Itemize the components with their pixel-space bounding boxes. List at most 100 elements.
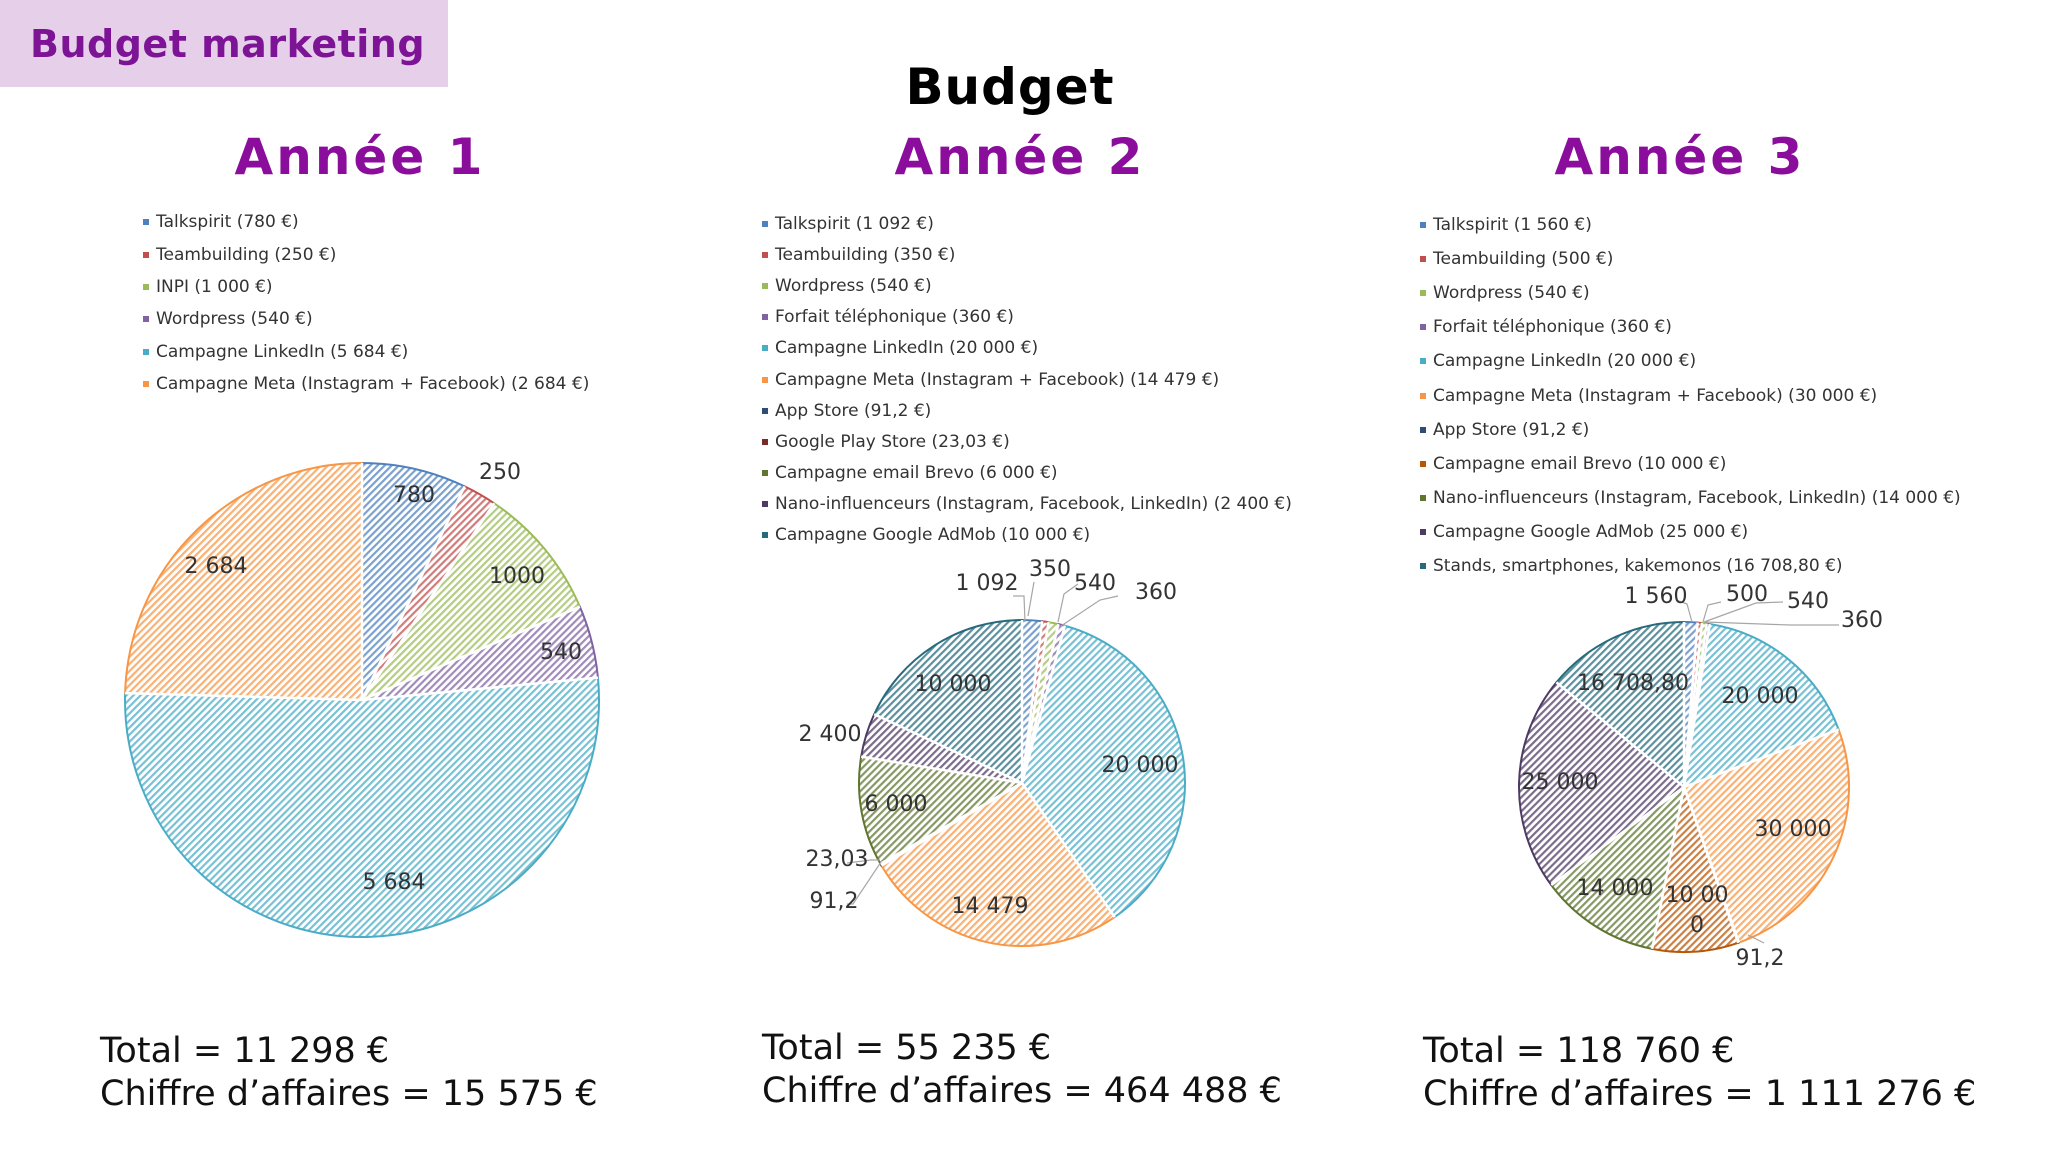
legend-item: Nano-influenceurs (Instagram, Facebook, … xyxy=(762,489,1292,520)
leader-line xyxy=(847,861,882,905)
year-2-panel: Année 2 Talkspirit (1 092 €) Teambuilding… xyxy=(660,0,1380,1151)
slice-separator xyxy=(1682,786,1740,944)
year-3-total: Total = 118 760 € xyxy=(1423,1031,1735,1071)
slice-separator xyxy=(360,502,496,701)
year-2-total: Total = 55 235 € xyxy=(762,1028,1052,1068)
data-label: 6 000 xyxy=(865,792,928,817)
legend-item: Campagne email Brevo (6 000 €) xyxy=(762,458,1292,489)
legend-item: Forfait téléphonique (360 €) xyxy=(1420,310,1961,344)
legend-label: Campagne LinkedIn (20 000 €) xyxy=(1433,351,1697,372)
legend-swatch xyxy=(1420,222,1426,229)
slice-separator xyxy=(879,781,1023,865)
legend-label: Campagne Google AdMob (10 000 €) xyxy=(775,525,1091,546)
data-label: 2 684 xyxy=(185,554,248,579)
legend-swatch xyxy=(1420,256,1426,263)
data-label: 20 000 xyxy=(1722,684,1799,709)
legend-label: Campagne Meta (Instagram + Facebook) (2 … xyxy=(156,374,590,395)
pie-slice xyxy=(1683,728,1850,944)
legend-label: Forfait téléphonique (360 €) xyxy=(1433,317,1672,338)
slice-separator xyxy=(1682,623,1711,788)
legend-swatch xyxy=(762,470,768,477)
legend-label: Teambuilding (250 €) xyxy=(156,244,337,265)
leader-line xyxy=(1013,595,1026,623)
data-label: 1 092 xyxy=(956,571,1019,596)
legend-item: Wordpress (540 €) xyxy=(1420,276,1961,310)
legend-item: App Store (91,2 €) xyxy=(762,395,1292,426)
legend-item: Google Play Store (23,03 €) xyxy=(762,426,1292,457)
legend-label: Wordpress (540 €) xyxy=(775,275,932,296)
legend-label: App Store (91,2 €) xyxy=(775,400,932,421)
leader-line xyxy=(1060,595,1119,627)
data-label: 30 000 xyxy=(1755,817,1832,842)
year-2-revenue: Chiffre d’affaires = 464 488 € xyxy=(762,1071,1282,1111)
leader-line xyxy=(1675,599,1693,623)
legend-swatch xyxy=(143,348,149,355)
legend-label: Campagne email Brevo (6 000 €) xyxy=(775,463,1058,484)
data-label: 2 400 xyxy=(799,722,862,747)
year-3-pie-chart: 1 560 500 540 360 20 000 30 000 91,2 10 00 0 14 0… xyxy=(1518,582,1883,971)
slice-separator xyxy=(1020,782,1116,918)
pie-slice xyxy=(361,502,581,701)
slice-separator xyxy=(873,713,1023,785)
data-label: 360 xyxy=(1135,580,1177,605)
legend-item: Teambuilding (500 €) xyxy=(1420,242,1961,276)
legend-item: Talkspirit (1 560 €) xyxy=(1420,208,1961,242)
data-label: 5 684 xyxy=(363,870,426,895)
legend-swatch xyxy=(143,219,149,226)
data-label: 14 479 xyxy=(952,894,1029,919)
slice-separator xyxy=(1020,621,1050,784)
legend-item: Wordpress (540 €) xyxy=(143,303,589,335)
pie-slice xyxy=(873,619,1023,784)
data-label: 780 xyxy=(393,483,435,508)
year-1-revenue: Chiffre d’affaires = 15 575 € xyxy=(100,1074,598,1114)
legend-swatch xyxy=(762,407,768,414)
header-tag-label: Budget marketing xyxy=(30,21,426,66)
data-label: 14 000 xyxy=(1577,876,1654,901)
legend-label: Campagne Google AdMob (25 000 €) xyxy=(1433,521,1749,542)
legend-item: Campagne Meta (Instagram + Facebook) (30… xyxy=(1420,378,1961,412)
pie-slice xyxy=(880,782,1116,947)
data-label: 350 xyxy=(1029,557,1071,582)
legend-swatch xyxy=(762,345,768,352)
legend-swatch xyxy=(762,314,768,321)
legend-label: App Store (91,2 €) xyxy=(1433,419,1590,440)
legend-swatch xyxy=(143,251,149,258)
pie-slice xyxy=(858,755,1023,865)
slice-separator xyxy=(1650,786,1686,950)
leader-line xyxy=(1703,601,1784,623)
data-label: 0 xyxy=(1690,913,1704,938)
legend-item: Campagne LinkedIn (5 684 €) xyxy=(143,336,589,368)
legend-label: Campagne LinkedIn (20 000 €) xyxy=(775,338,1039,359)
leader-line xyxy=(1027,581,1035,617)
legend-item: Nano-influenceurs (Instagram, Facebook, … xyxy=(1420,481,1961,515)
legend-swatch xyxy=(143,316,149,323)
legend-item: Campagne Meta (Instagram + Facebook) (2 … xyxy=(143,368,589,400)
legend-label: Campagne email Brevo (10 000 €) xyxy=(1433,453,1727,474)
data-label: 10 000 xyxy=(915,672,992,697)
slice-separator xyxy=(1020,625,1067,784)
pie-slice xyxy=(1555,621,1685,788)
legend-label: Wordpress (540 €) xyxy=(1433,283,1590,304)
year-3-revenue: Chiffre d’affaires = 1 111 276 € xyxy=(1423,1074,1977,1114)
legend-item: INPI (1 000 €) xyxy=(143,271,589,303)
legend-item: Campagne LinkedIn (20 000 €) xyxy=(1420,344,1961,378)
legend-label: Nano-influenceurs (Instagram, Facebook, … xyxy=(775,494,1292,515)
data-label: 91,2 xyxy=(810,889,859,914)
year-3-panel: Année 3 Talkspirit (1 560 €) Teambuilding… xyxy=(1320,0,2048,1151)
legend-swatch xyxy=(143,381,149,388)
data-label: 16 708,80 xyxy=(1577,671,1689,696)
legend-swatch xyxy=(1420,290,1426,297)
data-label: 1 560 xyxy=(1625,584,1688,609)
data-label: 540 xyxy=(540,640,582,665)
legend-item: Campagne email Brevo (10 000 €) xyxy=(1420,447,1961,481)
year-1-panel: Année 1 Talkspirit (780 €) Teambuilding (… xyxy=(0,0,720,1151)
data-label: 540 xyxy=(1074,571,1116,596)
page-title: Budget xyxy=(905,58,1115,116)
legend-label: Google Play Store (23,03 €) xyxy=(775,431,1010,452)
legend-swatch xyxy=(762,532,768,539)
legend-item: App Store (91,2 €) xyxy=(1420,413,1961,447)
leader-line xyxy=(1747,934,1765,944)
legend-swatch xyxy=(1420,562,1426,569)
leader-line xyxy=(1702,601,1722,623)
legend-label: Campagne Meta (Instagram + Facebook) (14… xyxy=(775,369,1220,390)
